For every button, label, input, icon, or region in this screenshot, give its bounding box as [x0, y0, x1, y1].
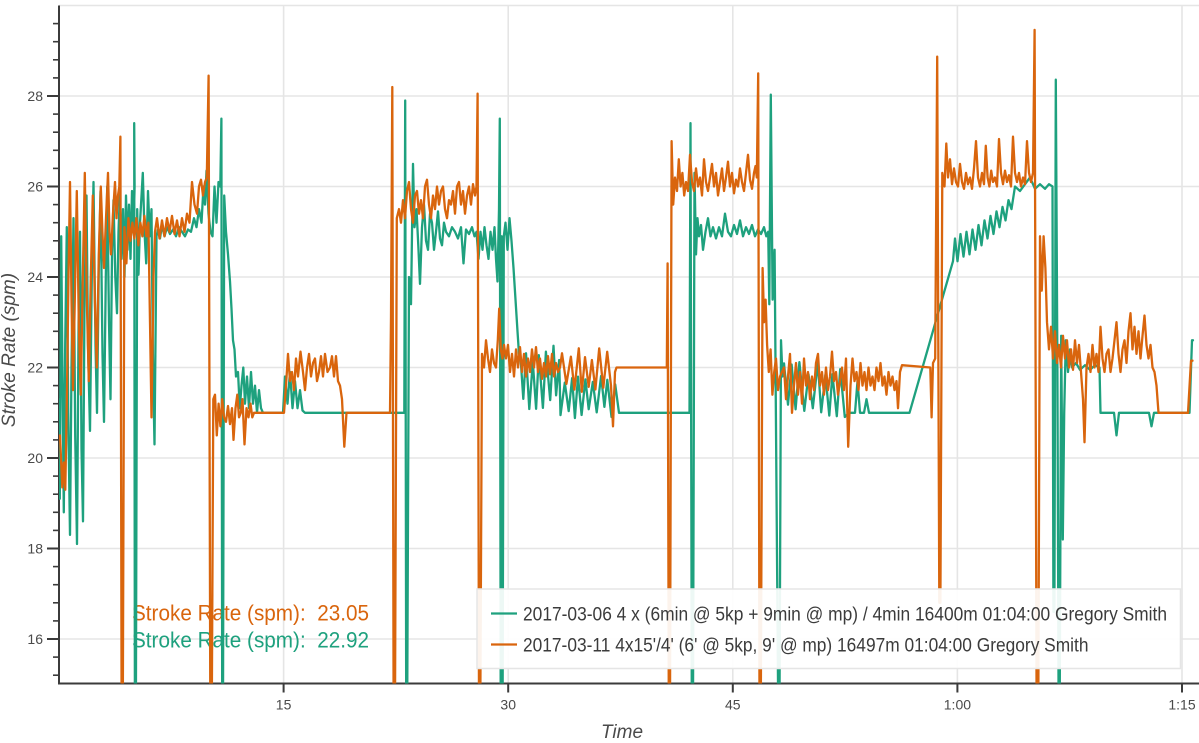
- svg-text:18: 18: [27, 541, 43, 557]
- svg-text:16: 16: [27, 631, 43, 647]
- svg-text:26: 26: [27, 179, 43, 195]
- svg-text:1:15: 1:15: [1168, 697, 1195, 713]
- svg-text:28: 28: [27, 88, 43, 104]
- svg-text:2017-03-06 4 x (6min @ 5kp + 9: 2017-03-06 4 x (6min @ 5kp + 9min @ mp) …: [523, 605, 1167, 626]
- svg-text:15: 15: [276, 697, 292, 713]
- svg-text:Stroke Rate (spm): 23.05: Stroke Rate (spm): 23.05: [132, 601, 369, 626]
- svg-text:1:00: 1:00: [944, 697, 971, 713]
- svg-text:45: 45: [725, 697, 741, 713]
- svg-text:Stroke Rate (spm): Stroke Rate (spm): [0, 273, 20, 427]
- svg-text:24: 24: [27, 269, 43, 285]
- svg-text:2017-03-11 4x15'/4' (6' @ 5kp,: 2017-03-11 4x15'/4' (6' @ 5kp, 9' @ mp) …: [523, 636, 1089, 657]
- svg-text:20: 20: [27, 450, 43, 466]
- svg-text:Stroke Rate (spm): 22.92: Stroke Rate (spm): 22.92: [132, 628, 369, 653]
- svg-text:30: 30: [500, 697, 516, 713]
- svg-text:22: 22: [27, 360, 43, 376]
- svg-text:Time: Time: [601, 722, 643, 743]
